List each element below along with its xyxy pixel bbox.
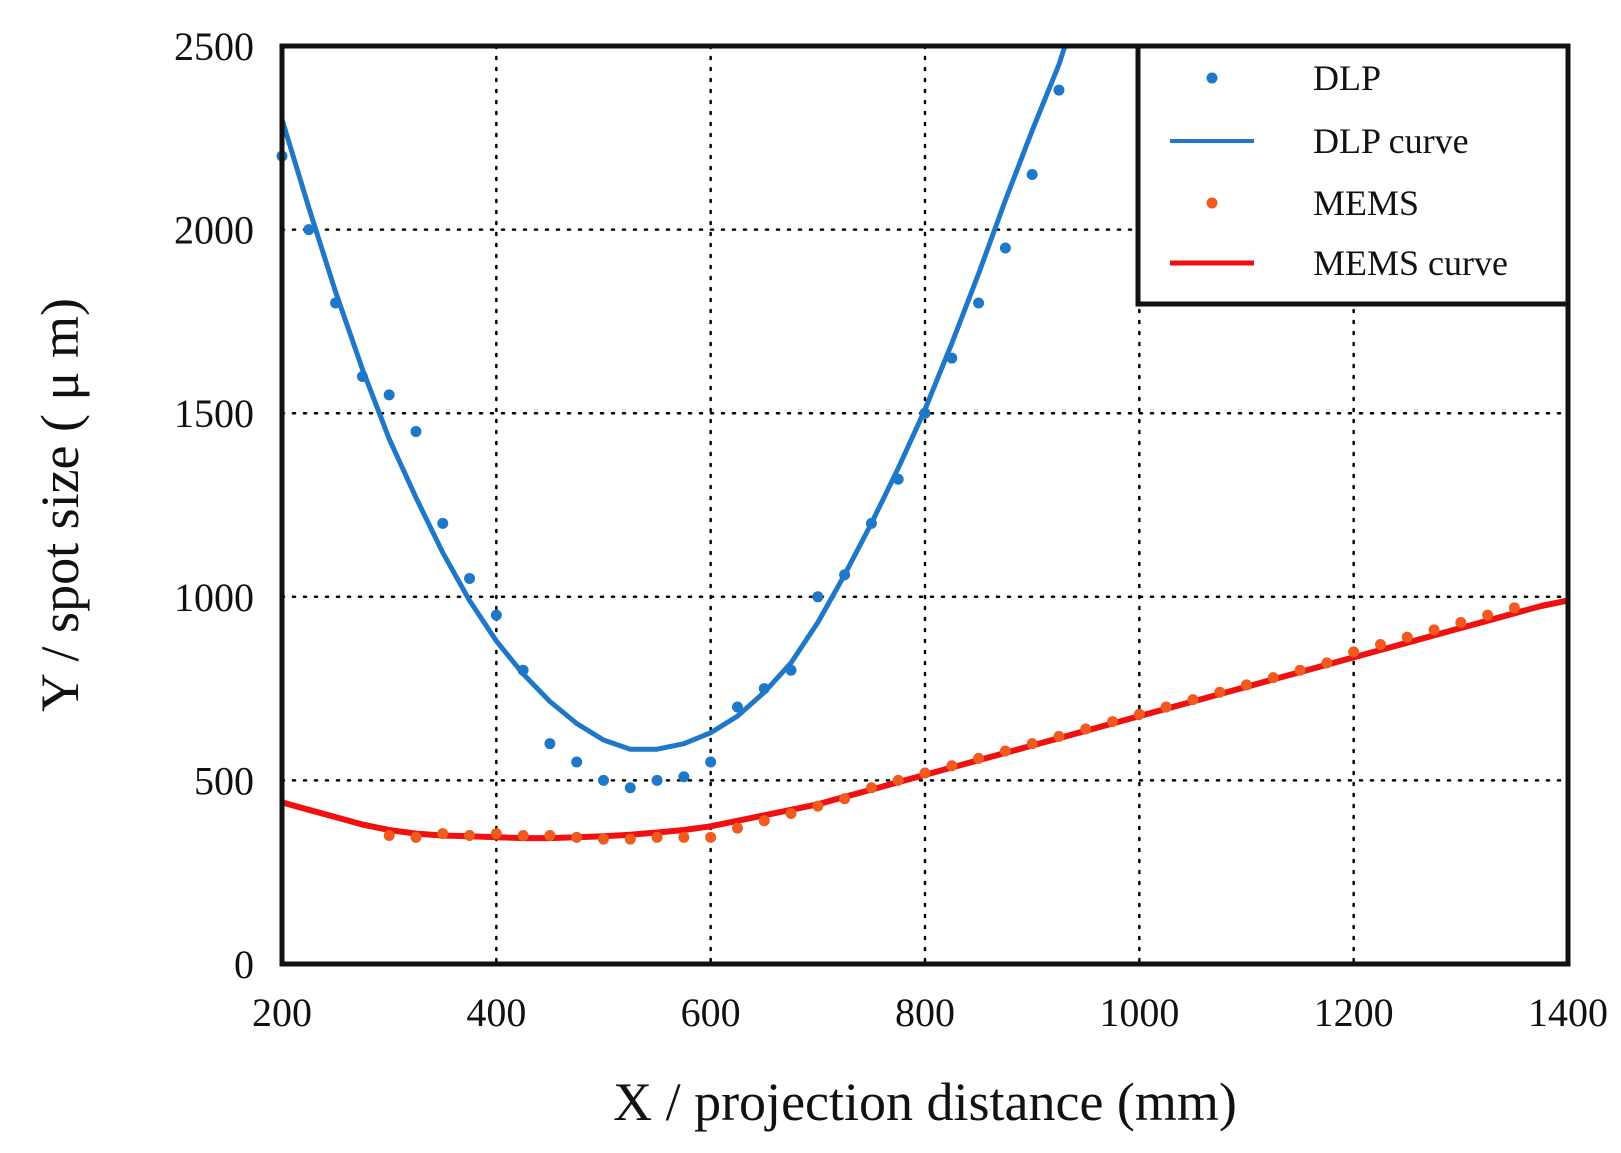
mems-point bbox=[1348, 646, 1360, 658]
mems-point bbox=[1133, 708, 1145, 720]
mems-point bbox=[973, 752, 985, 764]
y-axis-title: Y / spot size ( μ m) bbox=[30, 298, 90, 712]
dlp-point bbox=[812, 591, 824, 603]
mems-point bbox=[919, 767, 931, 779]
mems-point bbox=[1321, 657, 1333, 669]
x-tick-label: 200 bbox=[252, 990, 312, 1035]
dlp-point bbox=[330, 297, 342, 309]
y-tick-label: 500 bbox=[194, 758, 254, 803]
legend-mems-marker bbox=[1206, 197, 1218, 209]
y-tick-label: 2500 bbox=[174, 24, 254, 69]
mems-point bbox=[624, 833, 636, 845]
x-tick-label: 600 bbox=[681, 990, 741, 1035]
mems-point bbox=[517, 829, 529, 841]
mems-point bbox=[1508, 602, 1520, 614]
mems-point bbox=[490, 828, 502, 840]
dlp-point bbox=[731, 701, 743, 713]
plot-series bbox=[276, 46, 1568, 845]
legend-dlp-curve-label: DLP curve bbox=[1313, 121, 1469, 161]
mems-point bbox=[1080, 723, 1092, 735]
mems-point bbox=[1294, 664, 1306, 676]
dlp-point bbox=[598, 774, 609, 786]
dlp-point bbox=[490, 609, 502, 621]
x-tick-label: 1000 bbox=[1099, 990, 1179, 1035]
mems-point bbox=[678, 831, 690, 843]
dlp-point bbox=[651, 774, 663, 786]
legend-dlp-label: DLP bbox=[1313, 58, 1381, 98]
axis-ticks: 200 400 600 800 1000 1200 1400 0 500 1000 1500 2000… bbox=[174, 24, 1608, 1035]
dlp-point bbox=[356, 370, 368, 382]
mems-point bbox=[1374, 639, 1386, 651]
dlp-point bbox=[973, 297, 985, 309]
dlp-point bbox=[839, 569, 851, 581]
dlp-point bbox=[464, 572, 476, 584]
dlp-point bbox=[517, 664, 529, 676]
dlp-point bbox=[785, 664, 797, 676]
mems-point bbox=[1241, 679, 1252, 691]
mems-point bbox=[544, 829, 556, 841]
mems-point bbox=[1187, 694, 1199, 706]
mems-point bbox=[1107, 716, 1119, 728]
mems-point bbox=[437, 828, 449, 840]
mems-point bbox=[731, 822, 743, 834]
dlp-point bbox=[999, 242, 1011, 254]
x-tick-label: 1400 bbox=[1528, 990, 1608, 1035]
mems-point bbox=[999, 745, 1011, 757]
mems-point bbox=[1455, 617, 1467, 629]
legend: DLP DLP curve MEMS MEMS curve bbox=[1135, 43, 1571, 307]
dlp-point bbox=[1053, 84, 1065, 96]
y-tick-label: 1000 bbox=[174, 575, 254, 620]
x-axis-title: X / projection distance (mm) bbox=[613, 1072, 1237, 1132]
dlp-point bbox=[1026, 169, 1038, 181]
plot-frame bbox=[279, 43, 1571, 967]
mems-point bbox=[1267, 672, 1279, 684]
dlp-curve-line bbox=[282, 46, 1068, 752]
mems-point bbox=[946, 760, 958, 772]
dlp-point bbox=[865, 517, 877, 529]
dlp-point bbox=[410, 426, 422, 438]
mems-point bbox=[1160, 701, 1172, 713]
mems-point bbox=[651, 831, 663, 843]
mems-point bbox=[812, 800, 824, 812]
legend-dlp-marker bbox=[1206, 72, 1218, 84]
mems-point bbox=[383, 829, 395, 841]
mems-point bbox=[865, 782, 877, 794]
mems-point bbox=[839, 793, 851, 805]
dlp-point bbox=[678, 771, 690, 783]
mems-point bbox=[705, 831, 717, 843]
legend-mems-curve-label: MEMS curve bbox=[1313, 243, 1508, 283]
legend-mems-label: MEMS bbox=[1313, 183, 1419, 223]
mems-point bbox=[892, 774, 904, 786]
y-tick-label: 1500 bbox=[174, 391, 254, 436]
x-tick-label: 1200 bbox=[1314, 990, 1394, 1035]
mems-point bbox=[598, 833, 609, 845]
mems-point bbox=[1214, 686, 1226, 698]
mems-point bbox=[1482, 609, 1494, 621]
dlp-point bbox=[544, 738, 556, 750]
x-tick-label: 800 bbox=[895, 990, 955, 1035]
y-tick-label: 2000 bbox=[174, 208, 254, 253]
dlp-point bbox=[437, 517, 449, 529]
dlp-point bbox=[892, 473, 904, 485]
mems-point bbox=[464, 829, 476, 841]
dlp-point bbox=[758, 683, 770, 695]
dlp-point bbox=[383, 389, 395, 401]
mems-point bbox=[785, 807, 797, 819]
mems-point bbox=[1026, 738, 1038, 750]
dlp-point bbox=[624, 782, 636, 794]
x-tick-label: 400 bbox=[466, 990, 526, 1035]
mems-point bbox=[571, 831, 583, 843]
mems-point bbox=[1428, 624, 1440, 636]
dlp-point bbox=[919, 407, 931, 419]
dlp-point bbox=[946, 352, 958, 364]
mems-point bbox=[758, 815, 770, 827]
dlp-point bbox=[705, 756, 717, 768]
mems-point bbox=[1053, 730, 1065, 742]
dlp-point bbox=[303, 224, 315, 236]
mems-point bbox=[410, 831, 422, 843]
mems-point bbox=[1401, 631, 1413, 643]
y-tick-label: 0 bbox=[234, 942, 254, 987]
dlp-point bbox=[571, 756, 583, 768]
